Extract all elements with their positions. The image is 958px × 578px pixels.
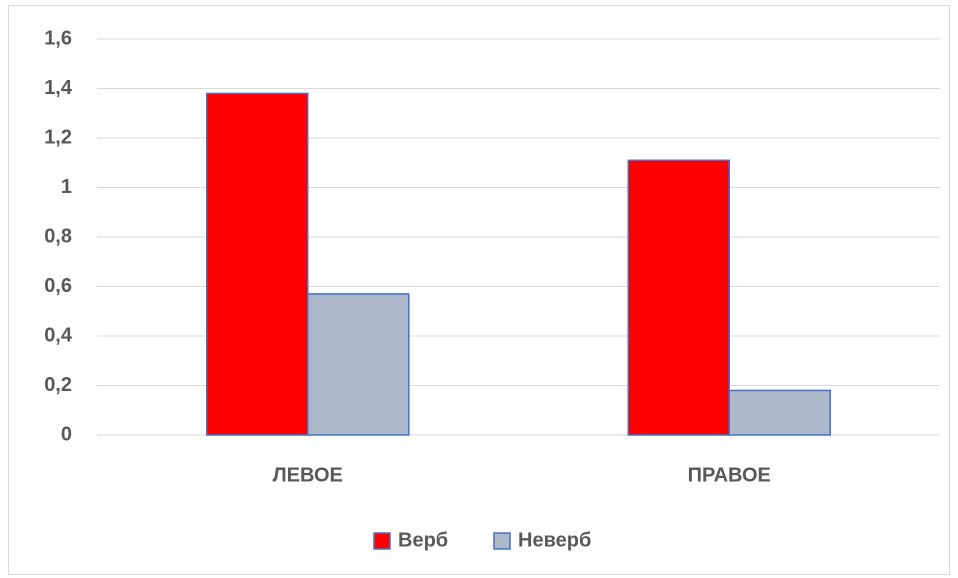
y-tick-label: 1,2 (44, 126, 72, 148)
y-tick-label: 1,4 (44, 77, 73, 99)
y-tick-label: 0,2 (44, 374, 72, 396)
chart-frame (8, 5, 950, 575)
y-tick-label: 1,6 (44, 27, 72, 49)
legend-swatch (493, 532, 511, 550)
y-tick-label: 0,4 (44, 324, 73, 346)
y-tick-label: 0 (61, 423, 72, 445)
legend-label: Верб (398, 529, 448, 551)
bar (307, 293, 410, 436)
x-tick-label: ЛЕВОЕ (273, 464, 343, 486)
y-tick-label: 1 (61, 176, 72, 198)
bar (206, 92, 309, 436)
bar (728, 389, 831, 436)
x-tick-label: ПРАВОЕ (688, 464, 771, 486)
y-tick-label: 0,8 (44, 225, 72, 247)
legend-swatch (373, 532, 391, 550)
y-tick-label: 0,6 (44, 275, 72, 297)
bar (627, 159, 730, 436)
legend-label: Неверб (518, 529, 591, 551)
